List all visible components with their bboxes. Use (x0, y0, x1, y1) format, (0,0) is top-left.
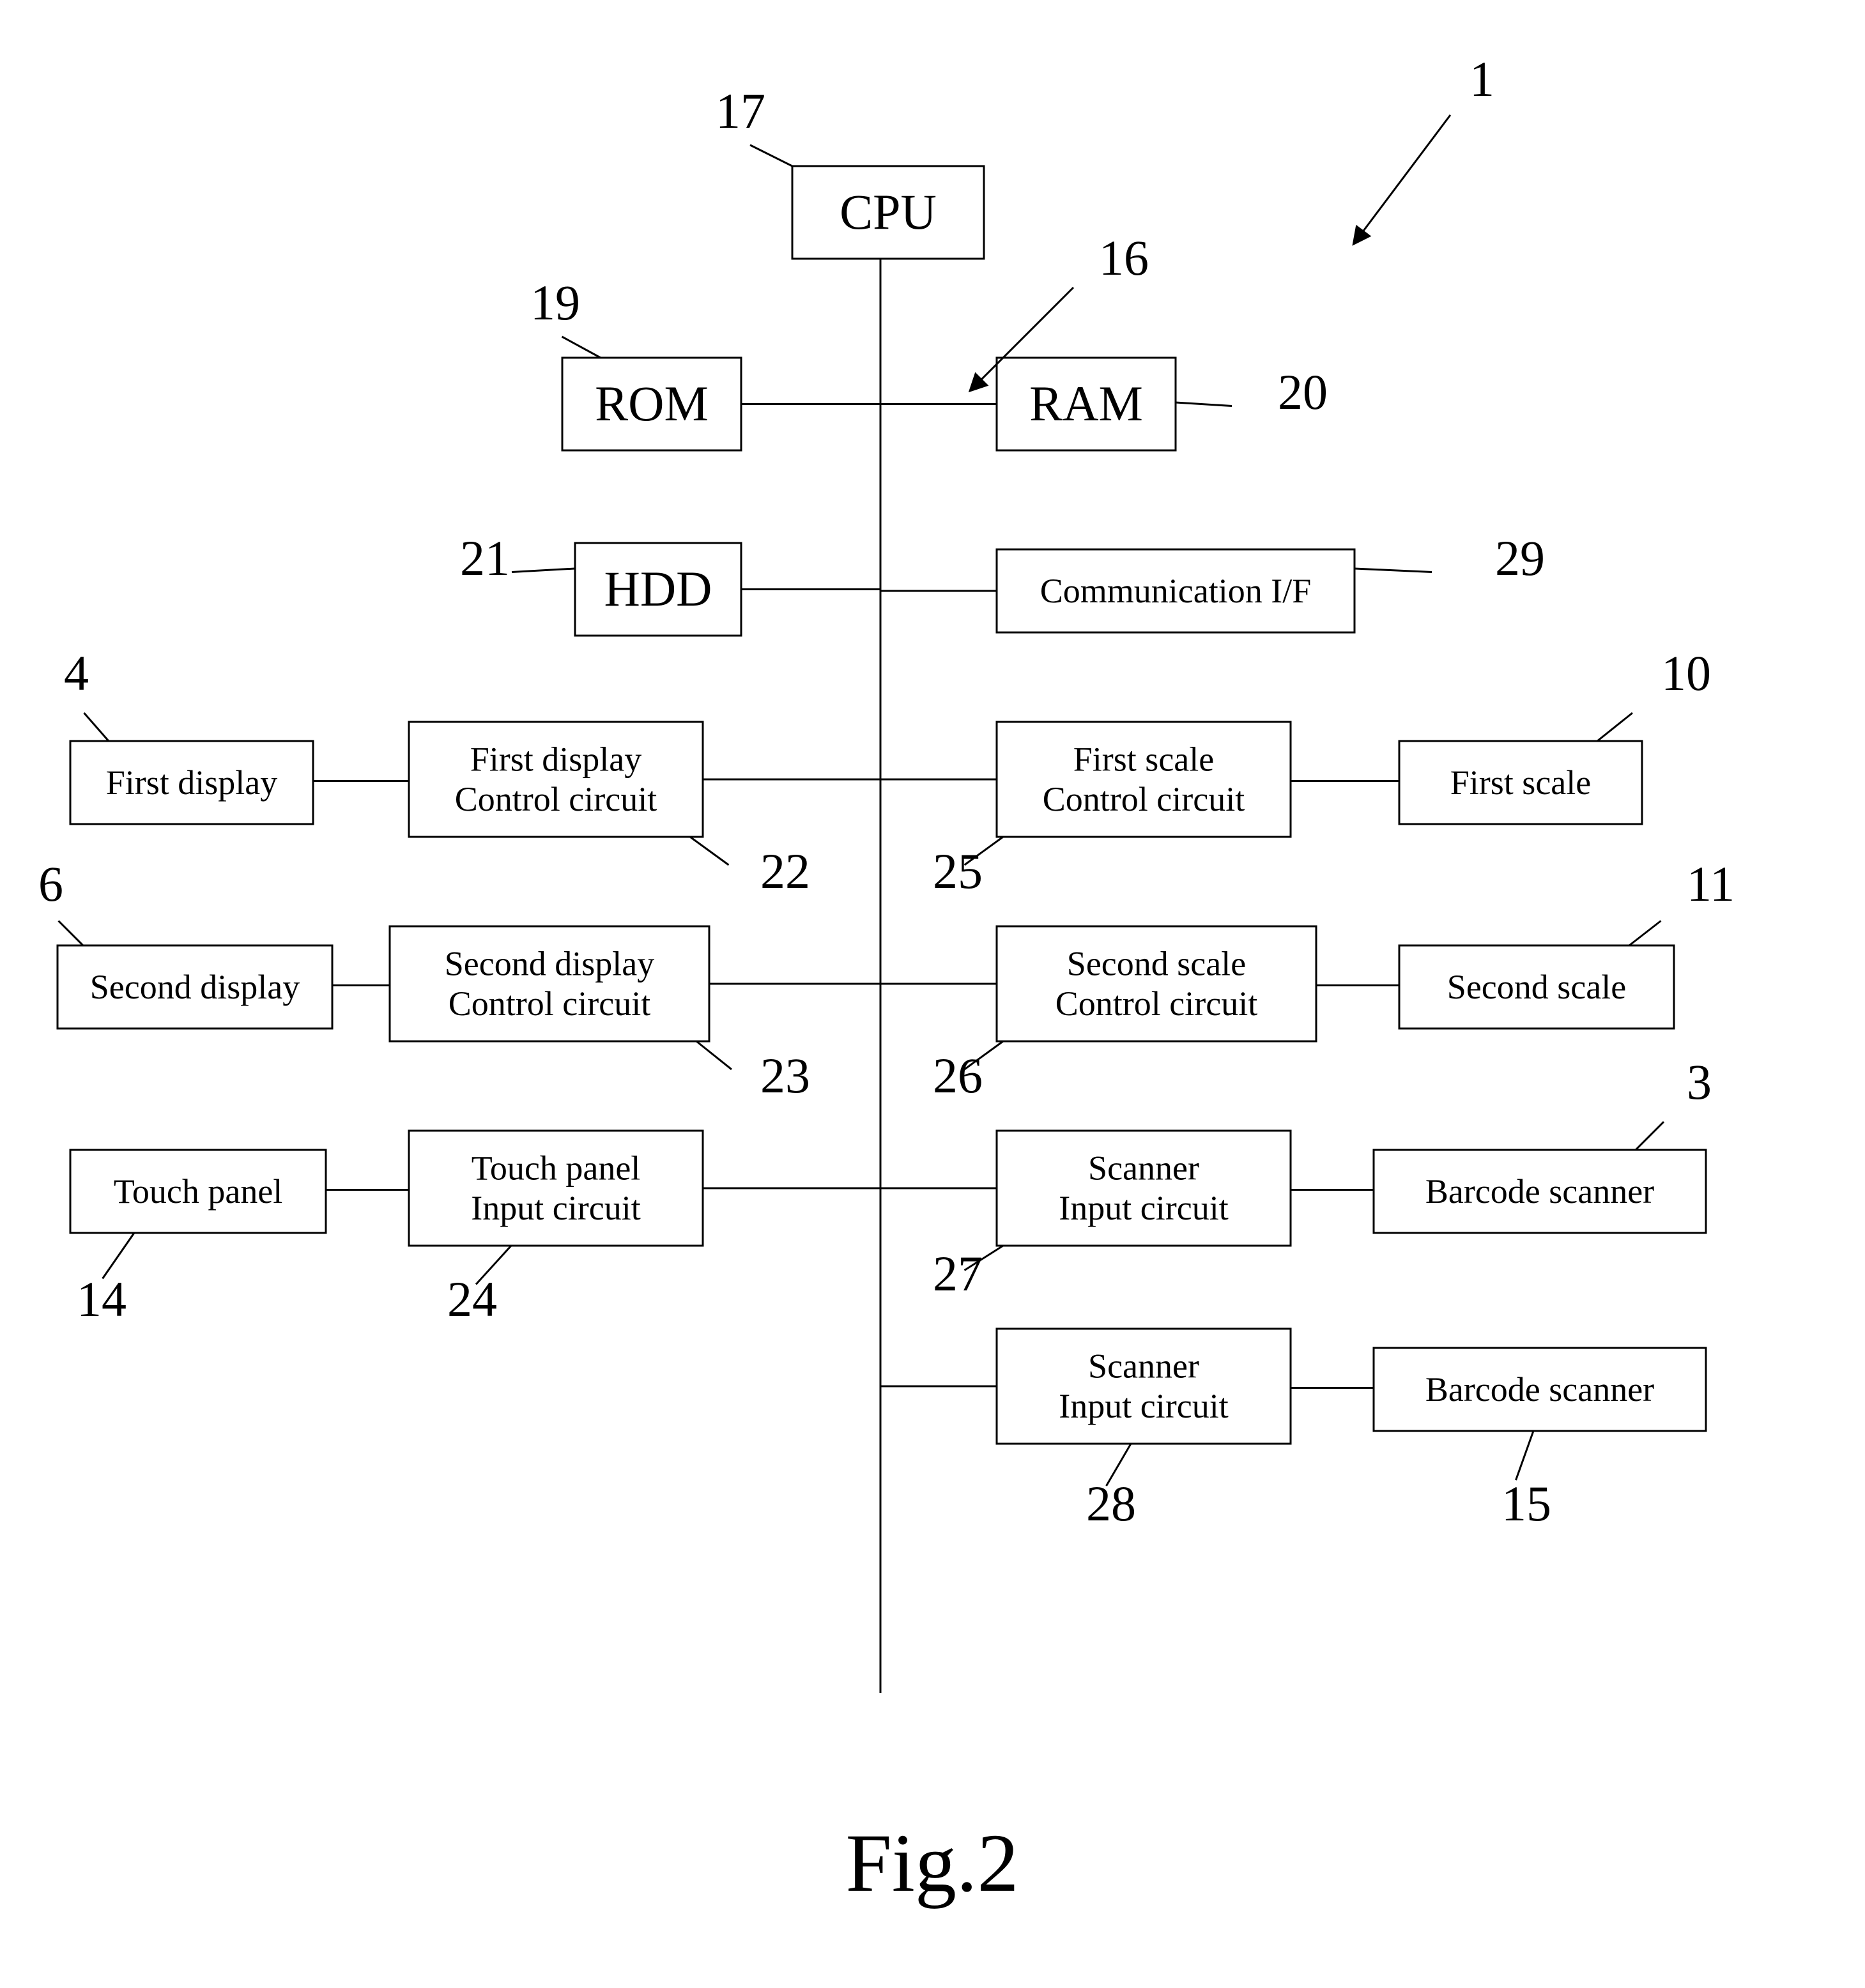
rom-label: ROM (595, 376, 709, 431)
fdcc-ref: 22 (760, 843, 810, 899)
fscale-ref: 10 (1661, 645, 1711, 701)
fdcc-label-0: First display (470, 740, 642, 779)
fscc-label-1: Control circuit (1043, 780, 1245, 818)
touch-ref: 14 (77, 1271, 127, 1327)
block-diagram: CPU 17 ROM 19 RAM 20 HDD 21 Communication I/F 29 F… (0, 0, 1865, 1988)
sscc-label-1: Control circuit (1055, 984, 1257, 1023)
sscc-ref: 26 (933, 1048, 983, 1103)
sdcc-ref-leader (696, 1041, 732, 1069)
sdcc-ref: 23 (760, 1048, 810, 1103)
hdd-label: HDD (604, 561, 712, 616)
sic2-label-0: Scanner (1088, 1347, 1199, 1386)
rom-ref-leader (562, 337, 601, 358)
sic1-ref: 27 (933, 1246, 983, 1301)
comm-ref: 29 (1495, 530, 1545, 586)
sscale-ref-leader (1629, 921, 1661, 946)
ref-1: 1 (1470, 51, 1494, 107)
ram-ref-leader (1176, 402, 1232, 406)
sscale-ref: 11 (1687, 856, 1735, 912)
bcs1-label: Barcode scanner (1425, 1172, 1654, 1211)
sdisp-ref: 6 (38, 856, 63, 912)
sic1-label-1: Input circuit (1059, 1189, 1228, 1227)
figure-title: Fig.2 (846, 1817, 1019, 1909)
ref-16: 16 (1099, 230, 1149, 286)
sdisp-label: Second display (90, 968, 300, 1006)
fdisp-ref-leader (84, 713, 109, 741)
ram-label: RAM (1029, 376, 1143, 431)
touch-label: Touch panel (114, 1172, 283, 1211)
fdisp-ref: 4 (64, 645, 89, 701)
ram-ref: 20 (1278, 364, 1328, 420)
ref-1-arrow (1355, 115, 1450, 243)
bcs1-ref: 3 (1687, 1054, 1712, 1110)
cpu-ref: 17 (716, 83, 765, 139)
sdisp-ref-leader (59, 921, 84, 946)
bcs2-ref-leader (1516, 1431, 1534, 1480)
fdisp-label: First display (106, 763, 278, 802)
sic2-ref: 28 (1086, 1476, 1136, 1531)
fscale-label: First scale (1450, 763, 1591, 802)
tpic-label-1: Input circuit (471, 1189, 640, 1227)
sic1-label-0: Scanner (1088, 1149, 1199, 1188)
comm-ref-leader (1355, 569, 1432, 572)
fscale-ref-leader (1597, 713, 1632, 741)
sscc-label-0: Second scale (1067, 945, 1246, 983)
sdcc-label-0: Second display (445, 945, 654, 983)
tpic-label-0: Touch panel (472, 1149, 641, 1188)
fdcc-ref-leader (690, 837, 729, 865)
cpu-label: CPU (840, 184, 937, 240)
sic2-label-1: Input circuit (1059, 1387, 1228, 1425)
tpic-ref: 24 (447, 1271, 497, 1327)
cpu-ref-leader (750, 145, 792, 166)
hdd-ref: 21 (460, 530, 510, 586)
sdcc-label-1: Control circuit (449, 984, 650, 1023)
bcs2-ref: 15 (1501, 1476, 1551, 1531)
bcs1-ref-leader (1636, 1122, 1664, 1150)
fdcc-label-1: Control circuit (455, 780, 657, 818)
sscale-label: Second scale (1447, 968, 1626, 1006)
rom-ref: 19 (530, 275, 580, 330)
comm-label: Communication I/F (1040, 572, 1312, 610)
bcs2-label: Barcode scanner (1425, 1370, 1654, 1409)
fscc-ref: 25 (933, 843, 983, 899)
hdd-ref-leader (512, 569, 575, 572)
fscc-label-0: First scale (1073, 740, 1214, 779)
